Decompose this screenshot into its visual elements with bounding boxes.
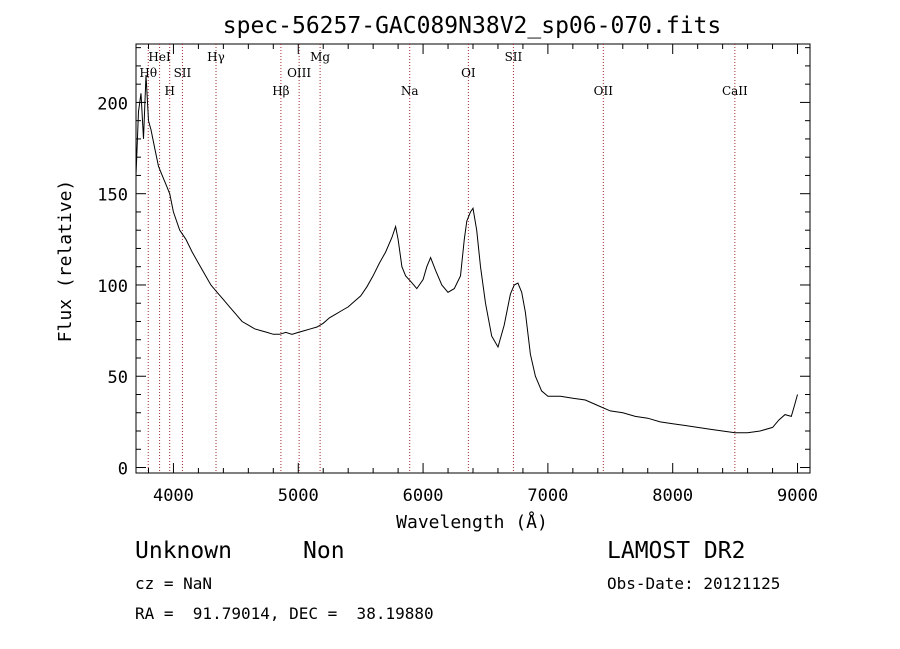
emission-line-label: OIII [287, 66, 311, 80]
emission-line-label: CaII [722, 84, 748, 98]
survey-name: LAMOST DR2 [607, 538, 746, 564]
redshift-cz: cz = NaN [135, 574, 213, 593]
emission-line-label: SII [174, 66, 192, 80]
emission-line-label: HeI [148, 50, 171, 64]
x-tick-label: 7000 [527, 486, 568, 506]
emission-line-label: Hγ [207, 50, 225, 64]
obs-date: Obs-Date: 20121125 [607, 574, 781, 593]
x-axis: 4000 5000 6000 7000 8000 9000 [147, 44, 818, 506]
x-tick-label: 6000 [403, 486, 444, 506]
coordinates: RA = 91.79014, DEC = 38.19880 [135, 604, 434, 623]
x-tick-label: 9000 [777, 486, 818, 506]
emission-line-label: H [164, 84, 174, 98]
x-tick-label: 5000 [278, 486, 319, 506]
object-class: Unknown [135, 538, 232, 564]
emission-line-label: Na [401, 84, 419, 98]
plot-frame [135, 43, 811, 474]
emission-line-label: SII [505, 50, 523, 64]
emission-line-label: OII [594, 84, 614, 98]
emission-line-label: Hθ [139, 66, 157, 80]
x-tick-label: 4000 [153, 486, 194, 506]
y-axis-label: Flux (relative) [55, 180, 76, 343]
y-tick-label: 100 [97, 277, 128, 297]
x-axis-label: Wavelength (Å) [396, 511, 548, 533]
emission-line-label: Mg [310, 50, 330, 64]
emission-line-label: OI [461, 66, 476, 80]
y-tick-label: 0 [118, 460, 128, 480]
x-tick-label: 8000 [652, 486, 693, 506]
y-tick-label: 200 [97, 94, 128, 114]
y-tick-label: 50 [108, 368, 128, 388]
y-tick-label: 150 [97, 186, 128, 206]
object-subclass: Non [303, 538, 345, 564]
emission-line-label: Hβ [272, 84, 289, 98]
spectrum-line [135, 74, 798, 434]
chart-title: spec-56257-GAC089N38V2_sp06-070.fits [223, 13, 722, 39]
y-axis: 0 50 100 150 200 [97, 47, 810, 480]
